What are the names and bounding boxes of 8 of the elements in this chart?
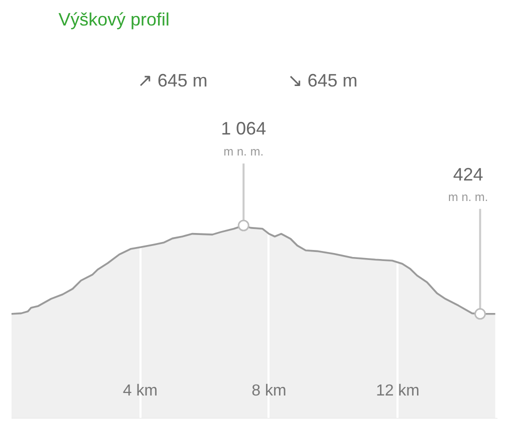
chart-title: Výškový profil (58, 10, 170, 30)
annotation: 1 064 m n. m. (221, 118, 266, 158)
text: ↘ 645 m (288, 70, 358, 90)
annotation: 424 m n. m. (448, 164, 488, 204)
text: ↗ 645 m (138, 70, 208, 90)
x-tick-label: 4 km (122, 382, 158, 400)
x-tick-label: 8 km (252, 382, 286, 400)
x-tick-label: 12 km (376, 382, 420, 400)
